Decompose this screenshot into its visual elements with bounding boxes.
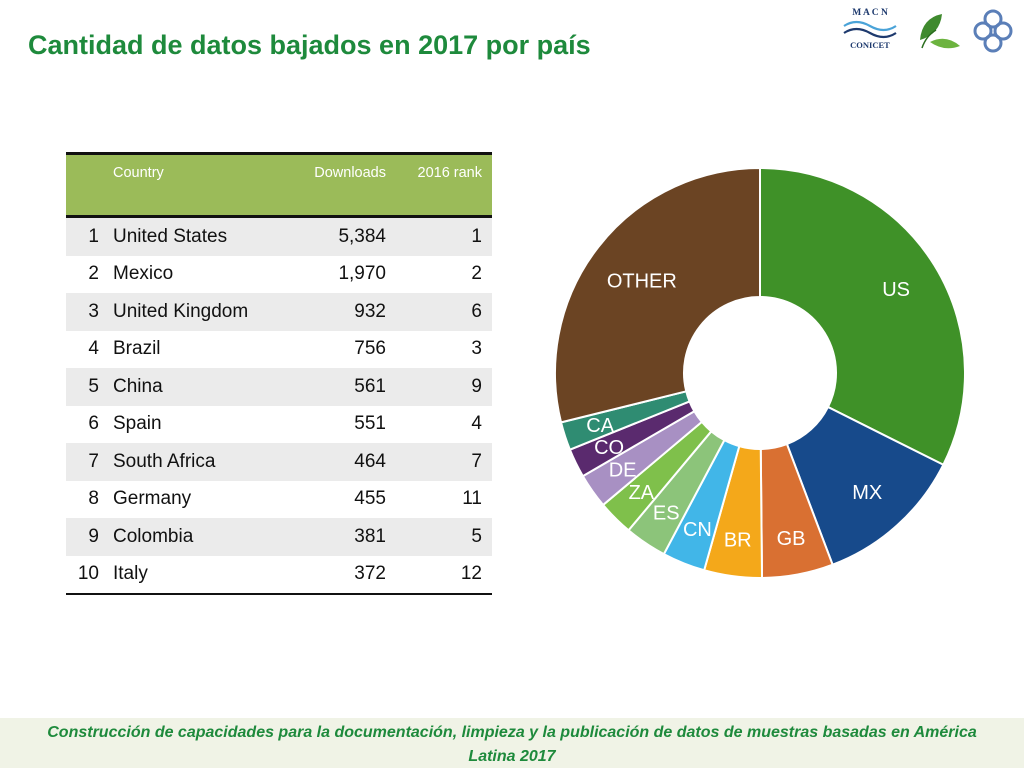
- row-number: 6: [88, 413, 99, 435]
- country-cell: United States: [113, 225, 228, 247]
- country-cell: Germany: [113, 488, 192, 510]
- slice-label-co: CO: [594, 437, 624, 459]
- table-row: 10 Italy 372 12: [66, 555, 492, 594]
- downloads-cell: 5,384: [338, 225, 386, 247]
- rank-2016-cell: 4: [471, 413, 482, 435]
- downloads-cell: 756: [354, 338, 386, 360]
- slice-label-br: BR: [724, 530, 752, 552]
- downloads-table: Country Downloads 2016 rank 1 United Stat…: [66, 152, 492, 595]
- rank-2016-cell: 5: [471, 525, 482, 547]
- downloads-cell: 1,970: [338, 263, 386, 285]
- table-row: 9 Colombia 381 5: [66, 518, 492, 556]
- downloads-cell: 372: [354, 563, 386, 585]
- slice-label-ca: CA: [586, 415, 614, 437]
- country-cell: China: [113, 375, 163, 397]
- rank-2016-cell: 3: [471, 338, 482, 360]
- slice-label-other: OTHER: [607, 271, 677, 293]
- table-header-row: Country Downloads 2016 rank: [66, 152, 492, 218]
- slice-label-us: US: [882, 279, 910, 301]
- downloads-cell: 551: [354, 413, 386, 435]
- header-2016-rank: 2016 rank: [396, 152, 492, 218]
- slice-label-za: ZA: [629, 482, 655, 504]
- country-cell: Spain: [113, 413, 162, 435]
- downloads-cell: 455: [354, 488, 386, 510]
- header-downloads: Downloads: [289, 152, 396, 218]
- row-number: 9: [88, 525, 99, 547]
- slice-label-de: DE: [609, 460, 637, 482]
- table-row: 3 United Kingdom 932 6: [66, 293, 492, 331]
- row-number: 5: [88, 375, 99, 397]
- rank-2016-cell: 1: [471, 225, 482, 247]
- downloads-cell: 464: [354, 450, 386, 472]
- country-cell: Mexico: [113, 263, 174, 285]
- row-number: 1: [88, 225, 99, 247]
- rank-2016-cell: 7: [471, 450, 482, 472]
- slice-other: [554, 166, 761, 424]
- rank-2016-cell: 2: [471, 263, 482, 285]
- country-cell: South Africa: [113, 450, 216, 472]
- table-row: 7 South Africa 464 7: [66, 443, 492, 481]
- slice-label-cn: CN: [683, 519, 712, 541]
- conicet-logo-text: CONICET: [850, 40, 890, 50]
- rank-2016-cell: 11: [462, 488, 482, 510]
- downloads-cell: 932: [354, 300, 386, 322]
- leaf-icon: [920, 14, 960, 49]
- logo-group: M A C N CONICET: [836, 4, 1020, 58]
- row-number: 2: [88, 263, 99, 285]
- rings-icon: [973, 9, 1013, 53]
- macn-logo-text: M A C N: [852, 8, 888, 18]
- table-row: 4 Brazil 756 3: [66, 330, 492, 368]
- footer: Construcción de capacidades para la docu…: [0, 718, 1024, 768]
- header-country: Country: [107, 152, 290, 218]
- footer-line-2: Latina 2017: [468, 748, 556, 765]
- table-row: 5 China 561 9: [66, 368, 492, 406]
- row-number: 8: [88, 488, 99, 510]
- macn-conicet-logo: M A C N CONICET: [843, 8, 897, 50]
- table-row: 2 Mexico 1,970 2: [66, 255, 492, 293]
- country-cell: Colombia: [113, 525, 194, 547]
- rank-2016-cell: 12: [460, 563, 482, 585]
- row-number: 7: [88, 450, 99, 472]
- slice-label-mx: MX: [852, 482, 882, 504]
- slice-mx: [785, 405, 945, 566]
- row-number: 4: [88, 338, 99, 360]
- header-index: [66, 152, 107, 218]
- slice-label-gb: GB: [777, 528, 806, 550]
- downloads-cell: 381: [354, 525, 386, 547]
- footer-line-1: Construcción de capacidades para la docu…: [47, 724, 977, 741]
- rank-2016-cell: 6: [471, 300, 482, 322]
- table-row: 6 Spain 551 4: [66, 405, 492, 443]
- country-cell: United Kingdom: [113, 300, 249, 322]
- rank-2016-cell: 9: [471, 375, 482, 397]
- table-row: 1 United States 5,384 1: [66, 216, 492, 256]
- row-number: 3: [88, 300, 99, 322]
- table-row: 8 Germany 455 11: [66, 480, 492, 518]
- country-cell: Brazil: [113, 338, 161, 360]
- page-title: Cantidad de datos bajados en 2017 por pa…: [28, 30, 591, 60]
- row-number: 10: [77, 563, 99, 585]
- downloads-cell: 561: [354, 375, 386, 397]
- slice-us: [759, 166, 966, 467]
- slice-label-es: ES: [653, 502, 680, 524]
- country-cell: Italy: [113, 563, 148, 585]
